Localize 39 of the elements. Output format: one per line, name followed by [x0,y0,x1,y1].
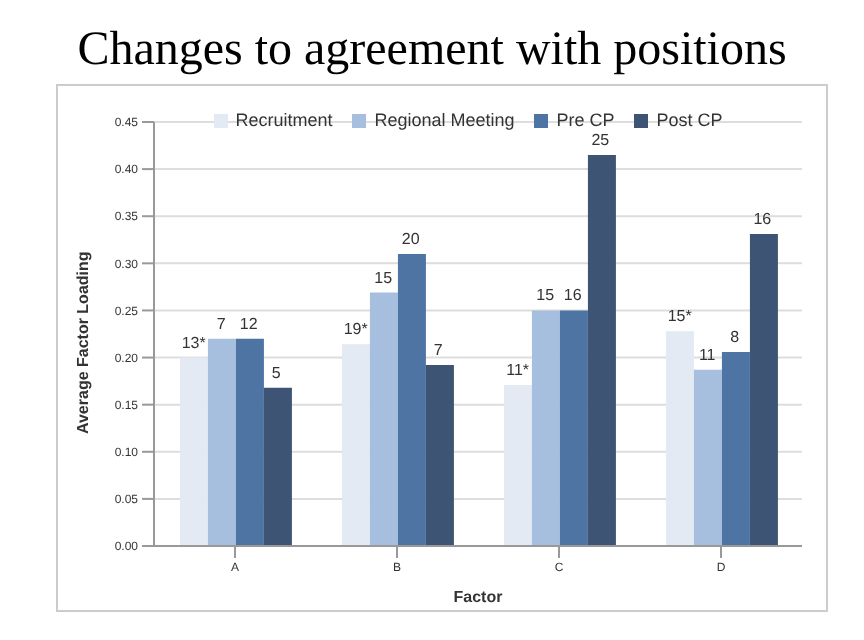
bar [559,310,588,546]
bar [235,338,264,546]
annotation: 8 [730,327,741,346]
legend-label: Regional Meeting [374,110,515,130]
legend-label: Recruitment [235,110,333,130]
bar [207,338,236,546]
annotation: 5 [271,363,282,382]
annotation: 11* [506,360,530,379]
bar [749,234,778,546]
bar [531,310,560,546]
bar [397,253,426,546]
bar [341,344,370,546]
bar [425,365,454,546]
bar [503,384,532,546]
bar [693,369,722,546]
bar [369,292,398,546]
annotation: 20 [401,229,421,248]
legend-label: Post CP [656,110,723,130]
annotation: 15 [536,286,556,305]
bar [179,357,208,546]
bar [263,387,292,546]
chart-title: Changes to agreement with positions [75,22,789,80]
annotation: 11 [698,345,717,364]
bar [587,154,616,546]
y-axis-title: Average Factor Loading [73,251,92,434]
annotation: 7 [216,314,227,333]
annotation: 15* [667,307,692,326]
legend-label: Pre CP [556,110,615,130]
annotation: 7 [433,341,444,360]
annotation: 25 [591,130,611,149]
annotation: 13* [181,333,206,352]
annotation: 15 [374,268,394,287]
bar [721,351,750,546]
annotation: 12 [239,314,259,333]
bar [665,331,694,546]
annotation: 16 [753,210,773,229]
annotation: 19* [343,320,368,339]
x-axis-title: Factor [453,588,503,606]
annotation: 16 [563,286,583,305]
